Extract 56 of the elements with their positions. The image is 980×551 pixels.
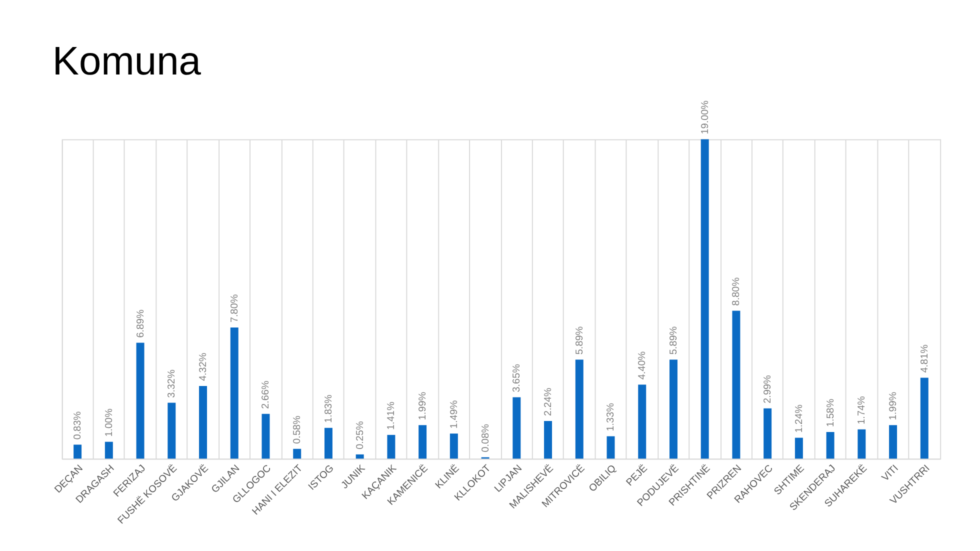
bar — [387, 434, 396, 459]
data-label: 1.24% — [794, 404, 805, 433]
bar — [324, 428, 332, 459]
bar — [104, 442, 113, 459]
data-label: 1.00% — [104, 408, 115, 437]
bar — [512, 397, 521, 459]
data-label: 5.89% — [574, 326, 586, 355]
chart-title: Komuna — [52, 39, 202, 84]
data-label: 0.58% — [292, 415, 304, 444]
data-label: 2.99% — [762, 374, 774, 404]
data-label: 1.41% — [386, 402, 398, 430]
data-label: 4.32% — [198, 352, 210, 382]
bar — [136, 342, 144, 459]
data-label: 1.33% — [606, 402, 617, 432]
bar — [575, 360, 584, 459]
data-label: 0.25% — [354, 421, 366, 450]
bar — [858, 429, 866, 459]
bar — [764, 408, 772, 459]
bar — [700, 139, 709, 459]
bar — [450, 434, 458, 459]
bar — [638, 384, 646, 459]
bar — [74, 444, 82, 459]
bar — [230, 328, 238, 459]
data-label: 8.80% — [731, 277, 742, 306]
bar — [418, 425, 427, 459]
data-label: 7.80% — [229, 294, 240, 323]
data-label: 1.49% — [448, 400, 460, 429]
bar — [920, 378, 928, 459]
bar — [889, 425, 898, 459]
bar — [199, 386, 208, 459]
data-label: 6.89% — [135, 309, 146, 338]
bar — [732, 310, 740, 459]
data-label: 1.83% — [323, 394, 334, 423]
data-label: 19.00% — [700, 100, 711, 134]
bar — [293, 448, 302, 459]
bar — [168, 402, 176, 459]
bar — [544, 420, 552, 459]
data-label: 1.74% — [856, 396, 868, 424]
data-label: 1.99% — [418, 392, 429, 420]
data-label: 3.32% — [166, 369, 178, 398]
data-label: 0.08% — [480, 424, 492, 452]
data-label: 5.89% — [668, 326, 680, 355]
bar — [794, 438, 803, 459]
data-label: 4.40% — [637, 351, 648, 380]
bar — [356, 454, 364, 459]
data-label: 0.83% — [72, 411, 84, 440]
data-label: 3.65% — [512, 364, 523, 392]
bar — [262, 414, 270, 459]
data-label: 2.66% — [260, 380, 272, 409]
data-label: 2.24% — [543, 388, 554, 416]
bar — [669, 360, 678, 459]
bar — [826, 432, 834, 459]
data-label: 1.58% — [825, 398, 836, 428]
data-label: 4.81% — [919, 344, 930, 373]
bar — [606, 436, 615, 459]
data-label: 1.99% — [888, 392, 900, 420]
